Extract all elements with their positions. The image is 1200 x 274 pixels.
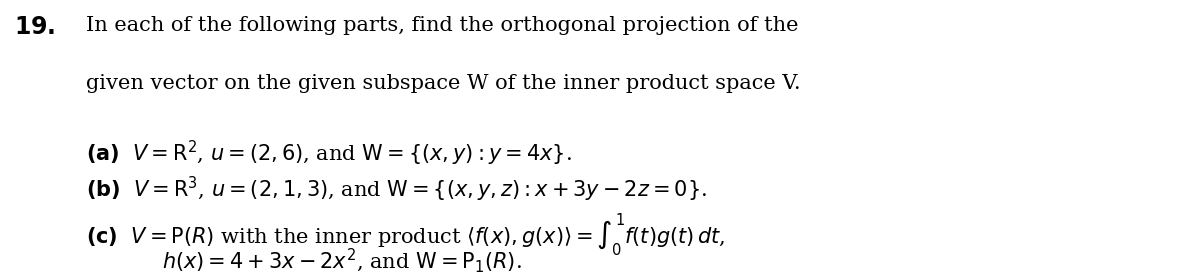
Text: $\mathbf{19.}$: $\mathbf{19.}$ <box>14 16 55 39</box>
Text: $h(x) = 4 + 3x - 2x^2$, and $\mathrm{W} = \mathrm{P}_1(R)$.: $h(x) = 4 + 3x - 2x^2$, and $\mathrm{W} … <box>162 247 522 274</box>
Text: $\mathbf{(a)}$  $V = \mathrm{R}^2$, $u = (2, 6)$, and $\mathrm{W} = \{(x, y): y : $\mathbf{(a)}$ $V = \mathrm{R}^2$, $u = … <box>86 139 572 169</box>
Text: $\mathbf{(b)}$  $V = \mathrm{R}^3$, $u = (2, 1, 3)$, and $\mathrm{W} = \{(x, y, : $\mathbf{(b)}$ $V = \mathrm{R}^3$, $u = … <box>86 175 708 204</box>
Text: In each of the following parts, find the orthogonal projection of the: In each of the following parts, find the… <box>86 16 799 35</box>
Text: given vector on the given subspace W of the inner product space V.: given vector on the given subspace W of … <box>86 74 802 93</box>
Text: $\mathbf{(c)}$  $V = \mathrm{P}(R)$ with the inner product $\langle f(x), g(x)\r: $\mathbf{(c)}$ $V = \mathrm{P}(R)$ with … <box>86 211 726 258</box>
